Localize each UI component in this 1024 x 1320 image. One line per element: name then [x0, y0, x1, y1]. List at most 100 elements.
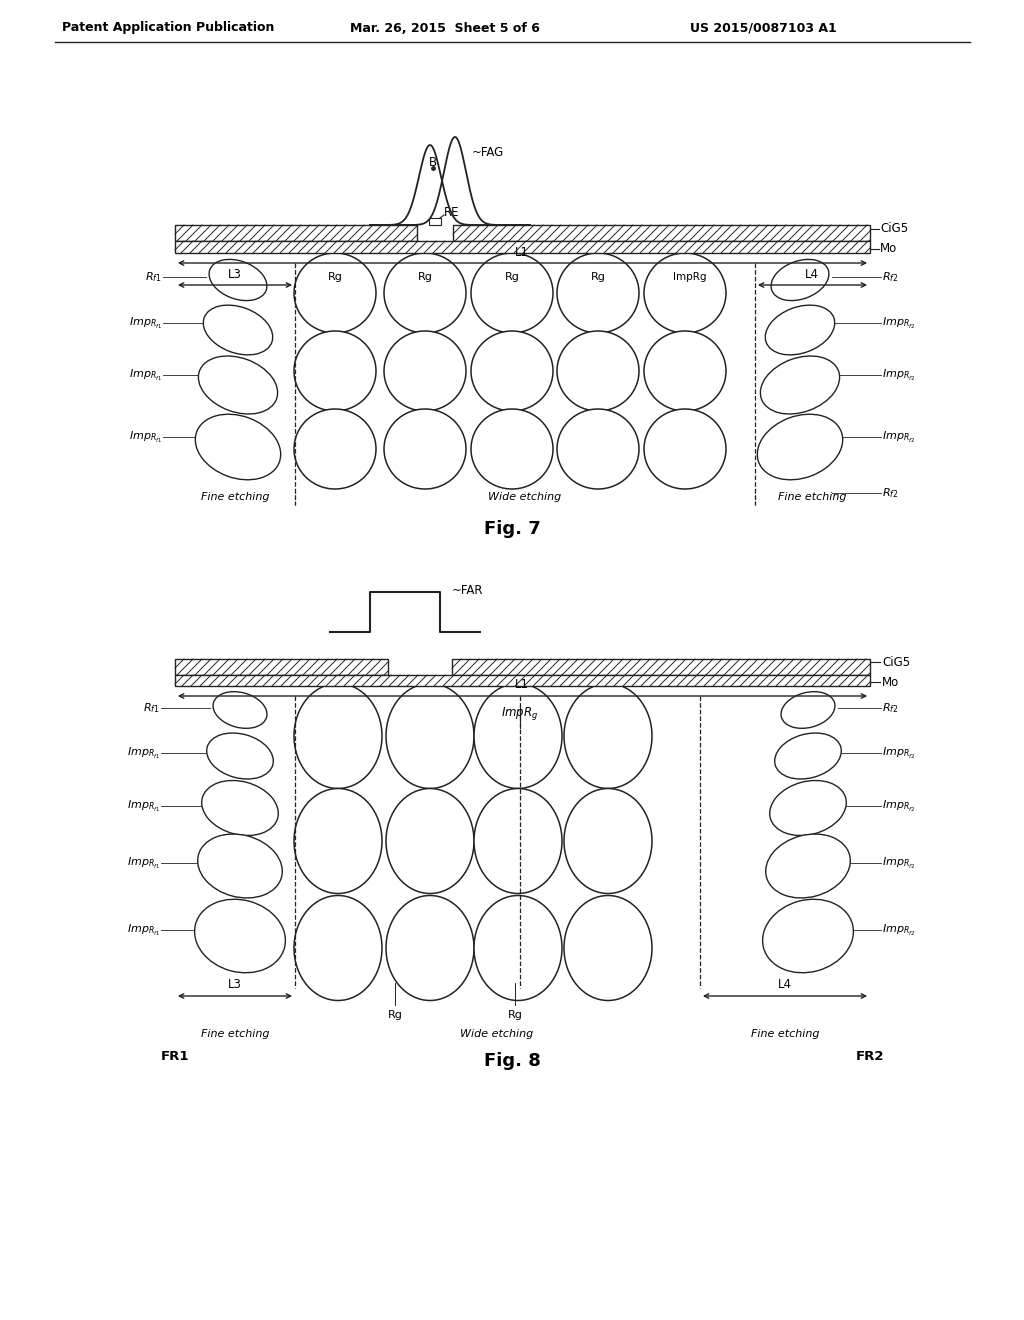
- Ellipse shape: [761, 356, 840, 414]
- Bar: [175, 659, 388, 675]
- Text: $Imp_{R_{f2}}$: $Imp_{R_{f2}}$: [882, 367, 915, 383]
- Ellipse shape: [204, 305, 272, 355]
- Text: Fine etching: Fine etching: [751, 1030, 819, 1039]
- Text: $Imp_{R_{f1}}$: $Imp_{R_{f1}}$: [129, 367, 162, 383]
- Text: Wide etching: Wide etching: [461, 1030, 534, 1039]
- Ellipse shape: [557, 409, 639, 488]
- Ellipse shape: [471, 409, 553, 488]
- Text: $R_{f1}$: $R_{f1}$: [145, 271, 162, 284]
- Ellipse shape: [474, 684, 562, 788]
- Text: ImpRg: ImpRg: [673, 272, 707, 282]
- Ellipse shape: [775, 733, 842, 779]
- Bar: [175, 675, 870, 686]
- Bar: [429, 218, 441, 224]
- Ellipse shape: [644, 331, 726, 411]
- Ellipse shape: [771, 260, 829, 301]
- Ellipse shape: [765, 305, 835, 355]
- Text: $Imp_{R_{f2}}$: $Imp_{R_{f2}}$: [882, 746, 915, 760]
- Text: $R_{f1}$: $R_{f1}$: [143, 701, 160, 715]
- Text: L3: L3: [228, 268, 242, 281]
- Text: RE: RE: [444, 206, 460, 219]
- Ellipse shape: [763, 899, 853, 973]
- Text: Fine etching: Fine etching: [778, 492, 846, 502]
- Text: Fig. 7: Fig. 7: [483, 520, 541, 539]
- Ellipse shape: [564, 684, 652, 788]
- Text: $R_{f2}$: $R_{f2}$: [882, 486, 899, 500]
- Text: Fine etching: Fine etching: [201, 1030, 269, 1039]
- Text: Rg: Rg: [328, 272, 342, 282]
- Ellipse shape: [386, 684, 474, 788]
- Ellipse shape: [294, 331, 376, 411]
- Bar: [175, 224, 417, 242]
- Text: $Imp_{R_{f1}}$: $Imp_{R_{f1}}$: [129, 429, 162, 445]
- Ellipse shape: [557, 331, 639, 411]
- Text: $Imp_{R_{f1}}$: $Imp_{R_{f1}}$: [127, 855, 160, 870]
- Ellipse shape: [202, 780, 279, 836]
- Ellipse shape: [644, 253, 726, 333]
- Ellipse shape: [198, 834, 283, 898]
- Ellipse shape: [384, 331, 466, 411]
- Text: FR2: FR2: [856, 1049, 885, 1063]
- Text: L4: L4: [778, 978, 792, 991]
- Bar: [452, 659, 870, 675]
- Text: L1: L1: [515, 678, 529, 692]
- Ellipse shape: [766, 834, 850, 898]
- Ellipse shape: [195, 899, 286, 973]
- Text: $Imp_{R_{f2}}$: $Imp_{R_{f2}}$: [882, 429, 915, 445]
- Ellipse shape: [471, 331, 553, 411]
- Text: $Imp_{R_{f2}}$: $Imp_{R_{f2}}$: [882, 923, 915, 937]
- Ellipse shape: [644, 409, 726, 488]
- Text: Rg: Rg: [508, 1010, 522, 1020]
- Text: Fig. 8: Fig. 8: [483, 1052, 541, 1071]
- Text: Rg: Rg: [591, 272, 605, 282]
- Ellipse shape: [294, 895, 382, 1001]
- Text: CiG5: CiG5: [882, 656, 910, 668]
- Ellipse shape: [386, 788, 474, 894]
- Text: Mo: Mo: [882, 676, 899, 689]
- Ellipse shape: [781, 692, 835, 729]
- Text: US 2015/0087103 A1: US 2015/0087103 A1: [690, 21, 837, 34]
- Text: $ImpR_g$: $ImpR_g$: [502, 705, 539, 722]
- Ellipse shape: [770, 780, 846, 836]
- Text: ~FAG: ~FAG: [472, 147, 504, 160]
- Text: $Imp_{R_{f2}}$: $Imp_{R_{f2}}$: [882, 315, 915, 330]
- Ellipse shape: [474, 788, 562, 894]
- Text: L4: L4: [805, 268, 819, 281]
- Ellipse shape: [386, 895, 474, 1001]
- Ellipse shape: [384, 409, 466, 488]
- Text: CiG5: CiG5: [880, 223, 908, 235]
- Text: Rg: Rg: [418, 272, 432, 282]
- Ellipse shape: [471, 253, 553, 333]
- Text: L1: L1: [515, 246, 529, 259]
- Text: FR1: FR1: [161, 1049, 189, 1063]
- Ellipse shape: [564, 895, 652, 1001]
- Text: $Imp_{R_{f1}}$: $Imp_{R_{f1}}$: [127, 746, 160, 760]
- Ellipse shape: [758, 414, 843, 479]
- Text: Fine etching: Fine etching: [201, 492, 269, 502]
- Ellipse shape: [557, 253, 639, 333]
- Text: B: B: [429, 157, 437, 169]
- Ellipse shape: [294, 788, 382, 894]
- Text: $R_{f2}$: $R_{f2}$: [882, 701, 899, 715]
- Ellipse shape: [213, 692, 267, 729]
- Ellipse shape: [199, 356, 278, 414]
- Text: L3: L3: [228, 978, 242, 991]
- Text: Mar. 26, 2015  Sheet 5 of 6: Mar. 26, 2015 Sheet 5 of 6: [350, 21, 540, 34]
- Text: Wide etching: Wide etching: [488, 492, 561, 502]
- Ellipse shape: [294, 253, 376, 333]
- Bar: [175, 242, 870, 253]
- Ellipse shape: [294, 409, 376, 488]
- Text: Rg: Rg: [387, 1010, 402, 1020]
- Text: $Imp_{R_{f1}}$: $Imp_{R_{f1}}$: [127, 799, 160, 813]
- Text: $Imp_{R_{f2}}$: $Imp_{R_{f2}}$: [882, 799, 915, 813]
- Text: Patent Application Publication: Patent Application Publication: [62, 21, 274, 34]
- Ellipse shape: [209, 260, 267, 301]
- Ellipse shape: [196, 414, 281, 479]
- Text: $Imp_{R_{f1}}$: $Imp_{R_{f1}}$: [129, 315, 162, 330]
- Text: Mo: Mo: [880, 243, 897, 256]
- Ellipse shape: [207, 733, 273, 779]
- Text: $Imp_{R_{f1}}$: $Imp_{R_{f1}}$: [127, 923, 160, 937]
- Text: $Imp_{R_{f2}}$: $Imp_{R_{f2}}$: [882, 855, 915, 870]
- Text: $R_{f2}$: $R_{f2}$: [882, 271, 899, 284]
- Text: Rg: Rg: [505, 272, 519, 282]
